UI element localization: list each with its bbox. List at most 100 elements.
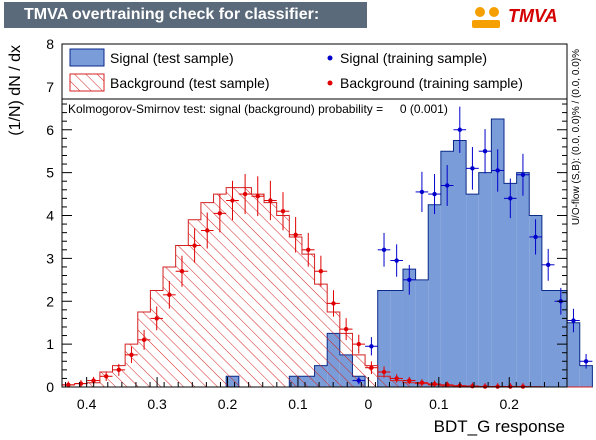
y-tick-label: 4 <box>46 208 54 224</box>
background-training-point <box>251 176 265 217</box>
signal-test-bar <box>529 215 542 387</box>
background-training-point <box>112 363 126 376</box>
background-test-bar <box>200 202 214 387</box>
legend-background-training-marker <box>327 80 333 86</box>
signal-training-point-marker <box>432 191 437 197</box>
background-training-point-marker <box>343 326 349 332</box>
signal-training-point-marker <box>495 168 500 173</box>
background-training-point-marker <box>167 292 172 298</box>
background-test-bar <box>314 284 328 387</box>
signal-training-point-marker <box>407 277 412 283</box>
y-tick-label: 7 <box>46 79 54 95</box>
background-test-bar <box>163 266 176 387</box>
signal-test-bar <box>579 365 593 387</box>
background-test-bar <box>226 187 239 387</box>
background-training-point <box>339 318 353 341</box>
signal-training-point-marker <box>444 183 450 188</box>
y-tick-label: 0 <box>46 379 54 395</box>
background-training-point <box>390 374 403 383</box>
background-training-point-marker <box>419 380 425 385</box>
y-tick-label: 1 <box>46 336 54 352</box>
ks-test-label: Kolmogorov-Smirnov test: signal (backgro… <box>68 102 448 116</box>
x-tick-label: 0.1 <box>429 396 449 412</box>
y-tick-label: 5 <box>46 165 54 181</box>
signal-test-bar <box>567 322 580 387</box>
legend-box <box>61 43 568 100</box>
signal-training-point-marker <box>520 172 526 177</box>
signal-training-point-marker <box>470 166 475 171</box>
signal-training-point <box>415 171 429 213</box>
y-tick-label: 8 <box>46 36 54 52</box>
background-training-point <box>213 194 227 233</box>
signal-training-point-marker <box>583 359 589 364</box>
background-training-point-marker <box>306 247 311 252</box>
x-tick-label: 0.2 <box>218 396 238 412</box>
background-training-point-marker <box>242 191 248 197</box>
background-training-point-marker <box>432 381 437 387</box>
background-training-point <box>365 361 378 375</box>
background-training-point-marker <box>394 376 399 381</box>
signal-training-point <box>453 106 467 153</box>
signal-test-bar <box>402 269 416 387</box>
background-training-point-marker <box>179 269 185 274</box>
tmva-logo-text: TMVA <box>508 6 558 26</box>
background-training-point-marker <box>141 337 147 343</box>
legend-signal-swatch <box>69 48 105 67</box>
legend-background-test-label: Background (test sample) <box>110 75 270 91</box>
background-test-bar <box>327 311 340 387</box>
background-training-point-marker <box>381 369 387 375</box>
background-training-point-marker <box>91 378 96 383</box>
signal-training-point <box>402 264 416 295</box>
signal-test-bar <box>440 151 454 387</box>
background-training-point-marker <box>331 301 336 306</box>
background-training-point-marker <box>268 198 273 203</box>
legend-background-training-label: Background (training sample) <box>340 75 523 91</box>
x-tick-label: 0.1 <box>288 396 308 412</box>
x-tick-label: 0 <box>364 396 372 412</box>
background-training-point-marker <box>192 243 197 248</box>
signal-test-bar <box>377 290 391 387</box>
background-test-bar <box>339 333 353 387</box>
y-axis-title: (1/N) dN / dx <box>7 45 24 136</box>
y-tick-label: 2 <box>46 293 54 309</box>
background-training-point-marker <box>293 232 298 237</box>
x-tick-label: 0.3 <box>147 396 167 412</box>
tmva-logo: TMVA <box>468 4 592 32</box>
legend-signal-training-label: Signal (training sample) <box>340 50 487 66</box>
background-test-bar <box>377 376 391 387</box>
signal-test-bar <box>554 290 568 387</box>
background-training-point-marker <box>129 352 134 358</box>
background-training-point <box>238 174 252 215</box>
signal-training-point <box>567 308 580 333</box>
background-training-point <box>62 381 75 388</box>
background-training-point-marker <box>318 269 324 274</box>
background-training-point <box>402 376 416 385</box>
x-tick-label: 0.4 <box>77 396 97 412</box>
background-training-point <box>200 212 214 249</box>
background-training-point <box>175 255 189 287</box>
signal-training-point <box>352 376 366 385</box>
signal-test-bar <box>491 119 504 387</box>
background-test-bar <box>150 290 164 387</box>
signal-training-point <box>428 174 441 215</box>
background-training-point-marker <box>66 382 71 388</box>
background-training-point <box>264 180 277 221</box>
y-tick-label: 6 <box>46 122 54 138</box>
background-training-point <box>276 192 290 231</box>
legend-background-swatch <box>69 73 105 92</box>
background-test-bar <box>112 365 126 387</box>
background-test-bar <box>264 202 277 387</box>
plot-title: TMVA overtraining check for classifier: … <box>4 2 367 49</box>
background-test-bar <box>238 187 252 387</box>
signal-test-bar <box>428 204 441 387</box>
signal-training-point <box>491 149 504 192</box>
background-training-point-marker <box>356 341 361 347</box>
background-training-point <box>137 329 151 350</box>
background-training-point-marker <box>154 316 159 321</box>
background-test-bar <box>289 236 302 387</box>
x-tick-label: 0.2 <box>500 396 520 412</box>
background-test-bar <box>276 215 290 387</box>
background-test-bar <box>188 219 201 387</box>
background-training-point <box>226 180 239 221</box>
background-training-point-marker <box>205 228 210 233</box>
